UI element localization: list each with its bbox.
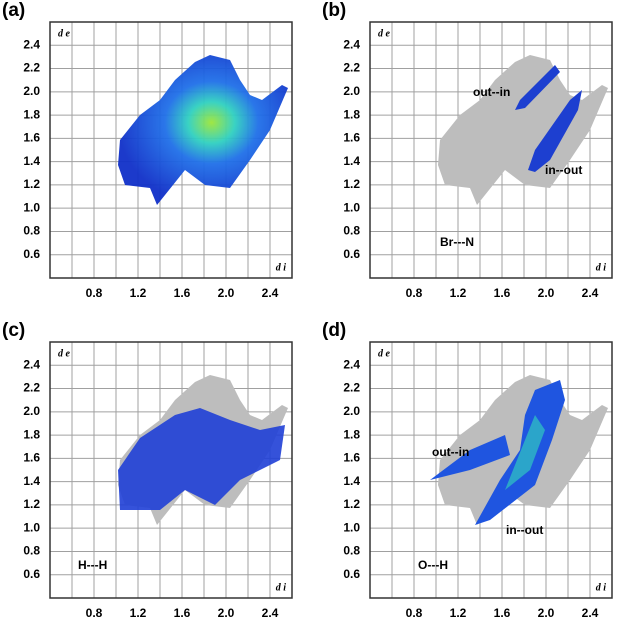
y-tick-label: 1.2: [343, 497, 360, 511]
fingerprint-cloud: [430, 375, 608, 525]
y-tick-label: 1.4: [343, 154, 360, 168]
x-tick-label: 0.8: [86, 606, 103, 619]
y-tick-label: 0.6: [23, 567, 40, 581]
y-tick-label: 2.4: [343, 357, 360, 371]
x-tick-label: 2.4: [262, 606, 279, 619]
y-tick-label: 1.0: [343, 200, 360, 214]
y-tick-label: 2.0: [23, 84, 40, 98]
x-tick-label: 1.2: [450, 606, 467, 619]
y-tick-label: 1.4: [23, 154, 40, 168]
y-tick-label: 1.8: [23, 107, 40, 121]
y-tick-label: 1.2: [23, 177, 40, 191]
x-tick-label: 1.2: [130, 606, 147, 619]
y-tick-label: 1.6: [343, 451, 360, 465]
plot-frame: [49, 21, 293, 279]
plot-frame: [369, 341, 613, 599]
x-tick-label: 0.8: [406, 286, 423, 300]
y-axis-label: d e: [58, 28, 71, 39]
y-tick-label: 0.8: [23, 224, 40, 238]
plot-frame: [49, 341, 293, 599]
y-tick-label: 1.6: [343, 131, 360, 145]
x-tick-label: 1.6: [174, 606, 191, 619]
y-axis-label: d e: [378, 348, 391, 359]
x-tick-label: 1.6: [174, 286, 191, 300]
y-tick-label: 2.4: [23, 357, 40, 371]
x-tick-label: 1.2: [130, 286, 147, 300]
y-tick-label: 1.8: [343, 107, 360, 121]
plot-frame: [369, 21, 613, 279]
panel-label: (d): [322, 320, 346, 341]
x-tick-label: 2.0: [218, 606, 235, 619]
y-tick-label: 1.4: [343, 474, 360, 488]
y-tick-label: 1.6: [23, 131, 40, 145]
y-axis-label: d e: [378, 28, 391, 39]
y-tick-label: 1.4: [23, 474, 40, 488]
panel-label: (a): [2, 0, 25, 21]
annotation: H---H: [78, 558, 107, 572]
y-tick-label: 0.6: [343, 567, 360, 581]
x-axis-label: d i: [276, 582, 287, 593]
y-tick-label: 2.2: [23, 381, 40, 395]
y-tick-label: 0.8: [343, 544, 360, 558]
label-layer: 0.6 0.8 1.0 1.2 1.4 1.6 1.8 2.0 2.2 2.4 0.8 1.2 1.6 2…: [2, 0, 613, 619]
y-tick-label: 2.0: [343, 84, 360, 98]
y-tick-label: 0.8: [23, 544, 40, 558]
fingerprint-cloud: [438, 55, 608, 205]
y-tick-label: 0.6: [23, 247, 40, 261]
y-tick-label: 2.2: [23, 61, 40, 75]
y-tick-label: 0.6: [343, 247, 360, 261]
x-tick-label: 0.8: [406, 606, 423, 619]
x-tick-label: 2.0: [538, 286, 555, 300]
x-axis-label: d i: [276, 262, 287, 273]
annotation: in--out: [506, 523, 543, 537]
x-tick-label: 2.0: [538, 606, 555, 619]
annotation: Br---N: [440, 235, 474, 249]
annotation: O---H: [418, 558, 448, 572]
y-tick-label: 2.4: [343, 37, 360, 51]
x-tick-label: 1.2: [450, 286, 467, 300]
annotation: out--in: [432, 445, 469, 459]
annotation: in--out: [545, 163, 582, 177]
x-axis-label: d i: [596, 582, 607, 593]
x-axis-label: d i: [596, 262, 607, 273]
y-tick-label: 2.0: [23, 404, 40, 418]
annotation: out--in: [473, 85, 510, 99]
y-tick-label: 2.4: [23, 37, 40, 51]
x-tick-label: 2.0: [218, 286, 235, 300]
y-tick-label: 1.8: [343, 427, 360, 441]
fingerprint-cloud: [118, 375, 288, 525]
x-tick-label: 2.4: [582, 286, 599, 300]
x-tick-label: 2.4: [582, 606, 599, 619]
y-tick-label: 2.2: [343, 381, 360, 395]
y-tick-label: 0.8: [343, 224, 360, 238]
y-tick-label: 1.6: [23, 451, 40, 465]
x-tick-label: 0.8: [86, 286, 103, 300]
y-axis-label: d e: [58, 348, 71, 359]
y-tick-label: 2.0: [343, 404, 360, 418]
x-tick-label: 2.4: [262, 286, 279, 300]
y-tick-label: 1.2: [23, 497, 40, 511]
y-tick-label: 1.0: [23, 520, 40, 534]
panel-label: (b): [322, 0, 346, 21]
panel-label: (c): [2, 320, 25, 341]
y-tick-label: 2.2: [343, 61, 360, 75]
y-tick-label: 1.2: [343, 177, 360, 191]
fingerprint-cloud: [118, 55, 288, 205]
x-tick-label: 1.6: [494, 286, 511, 300]
x-tick-label: 1.6: [494, 606, 511, 619]
y-tick-label: 1.0: [343, 520, 360, 534]
y-tick-label: 1.8: [23, 427, 40, 441]
y-tick-label: 1.0: [23, 200, 40, 214]
